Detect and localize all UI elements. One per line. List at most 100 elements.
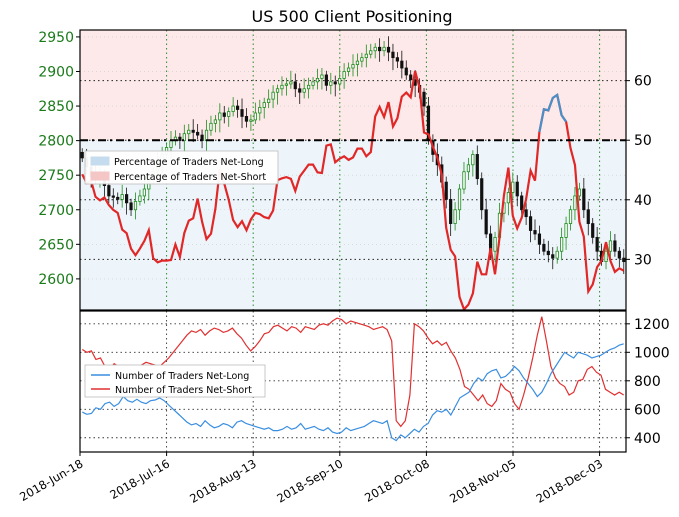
legend-label: Percentage of Traders Net-Short [114, 172, 266, 183]
price-tick-label: 2950 [38, 30, 74, 46]
candle [244, 108, 249, 128]
price-tick-label: 2900 [38, 64, 74, 80]
candle [200, 129, 204, 149]
net-long-count-line [82, 343, 624, 442]
candle [218, 103, 222, 133]
count-tick-label: 600 [634, 402, 661, 418]
price-tick-label: 2800 [38, 134, 74, 150]
candle [395, 52, 399, 69]
date-tick-label: 2018-Dec-03 [534, 456, 605, 505]
date-tick-label: 2018-Oct-08 [362, 456, 432, 504]
legend-count: Number of Traders Net-Long Number of Trad… [84, 364, 266, 398]
legend-label: Number of Traders Net-Long [115, 371, 249, 382]
candle [311, 77, 315, 90]
chart-title: US 500 Client Positioning [251, 7, 452, 26]
legend-label: Number of Traders Net-Short [115, 385, 252, 396]
candle [386, 36, 391, 62]
candle [178, 133, 182, 149]
candle [262, 97, 266, 119]
candle [369, 43, 373, 59]
candle [209, 115, 213, 136]
price-axis: 2600 2650 2700 2750 2800 2850 2900 2950 [38, 30, 80, 288]
bottom-panel: 400 600 800 1000 1200 Number of Traders Net-… [79, 310, 670, 453]
candle [271, 85, 275, 109]
candle [595, 227, 599, 261]
candle [120, 184, 124, 208]
candle [80, 148, 84, 163]
candle [475, 145, 479, 185]
candle [346, 62, 351, 77]
candle [187, 124, 191, 140]
candle [613, 233, 617, 257]
candle [298, 83, 302, 104]
candle [231, 97, 235, 117]
candle [564, 216, 568, 250]
candle [533, 219, 537, 241]
price-tick-label: 2700 [38, 203, 74, 219]
candle [524, 200, 528, 225]
candle [320, 68, 324, 90]
percent-tick-label: 60 [634, 74, 652, 90]
price-tick-label: 2600 [38, 272, 74, 288]
candle [391, 43, 395, 71]
candle [382, 41, 386, 57]
candle [222, 106, 226, 124]
candle [324, 70, 328, 91]
candle [511, 172, 515, 200]
candle [453, 202, 457, 231]
count-tick-label: 400 [634, 431, 661, 447]
candle [125, 187, 129, 215]
legend-swatch [90, 156, 110, 166]
price-tick-label: 2750 [38, 168, 74, 184]
candle [302, 78, 306, 99]
candle [351, 54, 355, 77]
candle [555, 246, 559, 264]
candle [307, 77, 311, 99]
candle [586, 201, 590, 236]
count-tick-label: 1200 [634, 317, 670, 333]
candle [528, 210, 533, 243]
legend-percentage: Percentage of Traders Net-Long Percentage… [84, 150, 279, 185]
net-long-pct-line [538, 93, 568, 133]
date-axis: 2018-Jun-18 2018-Jul-16 2018-Aug-13 2018-Se… [17, 452, 605, 506]
net-short-pct-line [81, 70, 625, 312]
candle [196, 124, 200, 140]
date-tick-label: 2018-Jul-16 [107, 456, 172, 501]
price-tick-label: 2850 [38, 99, 74, 115]
candle [604, 246, 608, 270]
candle [333, 75, 337, 97]
percent-tick-label: 40 [634, 193, 652, 209]
legend-label: Percentage of Traders Net-Long [114, 157, 264, 168]
candle [551, 247, 555, 270]
net-short-region [80, 30, 626, 141]
count-axis: 400 600 800 1000 1200 [626, 317, 670, 447]
legend-swatch [90, 171, 110, 181]
candle [542, 238, 546, 256]
percent-tick-label: 50 [634, 133, 652, 149]
candle [546, 240, 550, 263]
percent-tick-label: 30 [634, 252, 652, 268]
candle [227, 107, 231, 127]
candle [493, 231, 497, 263]
candle [449, 189, 453, 237]
date-tick-label: 2018-Nov-05 [447, 456, 518, 505]
price-tick-label: 2650 [38, 237, 74, 253]
candle [373, 43, 377, 59]
candle [280, 76, 284, 96]
candle [129, 198, 133, 216]
candle [457, 184, 462, 221]
candle [400, 50, 404, 79]
candle [111, 188, 115, 208]
candle [338, 67, 342, 91]
date-tick-label: 2018-Aug-13 [187, 456, 258, 505]
candle [466, 157, 471, 181]
candle [235, 99, 240, 118]
candle [355, 53, 360, 77]
candle [329, 72, 333, 95]
count-tick-label: 1000 [634, 345, 670, 361]
candle [537, 225, 542, 254]
candle [116, 192, 120, 205]
candle [506, 187, 510, 216]
candle [275, 84, 280, 105]
